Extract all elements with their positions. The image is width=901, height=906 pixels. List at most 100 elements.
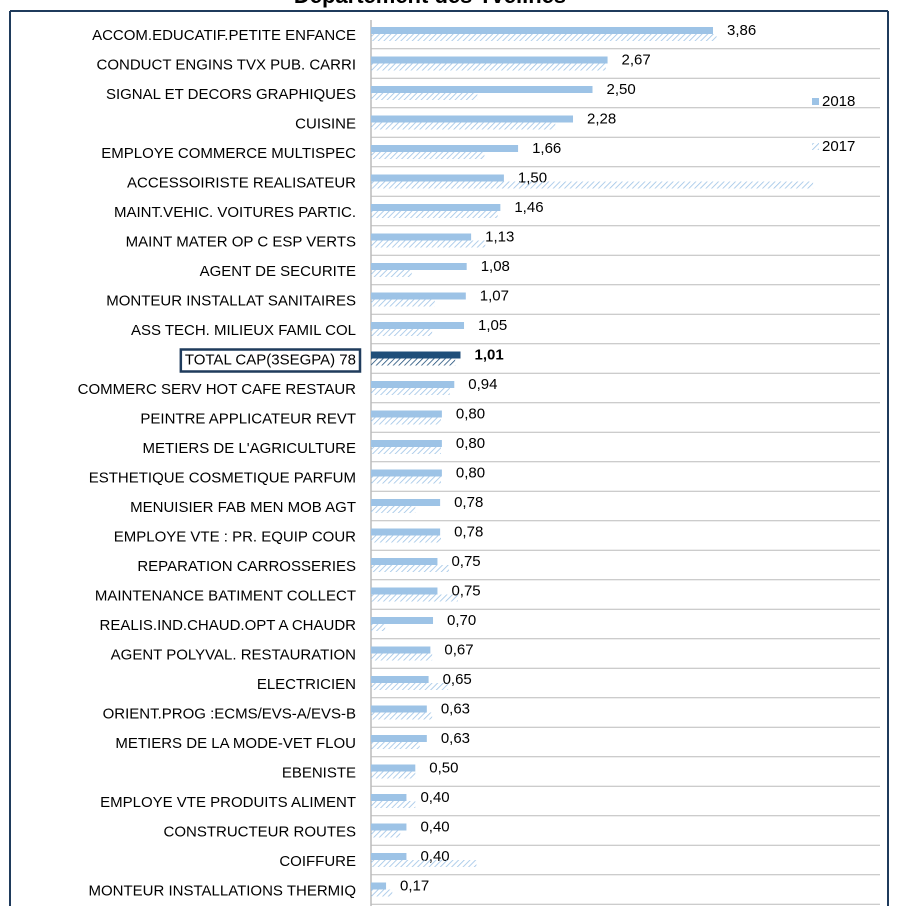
category-label: COIFFURE xyxy=(279,853,356,870)
category-label: MAINT.VEHIC. VOITURES PARTIC. xyxy=(114,204,356,221)
bar-2018 xyxy=(371,292,466,300)
value-label: 0,78 xyxy=(454,524,483,541)
bar-2018 xyxy=(371,764,416,772)
category-label: ORIENT.PROG :ECMS/EVS-A/EVS-B xyxy=(103,706,356,723)
bar-2017 xyxy=(371,742,420,749)
value-label: 1,01 xyxy=(474,347,503,364)
category-label: SIGNAL ET DECORS GRAPHIQUES xyxy=(106,86,356,103)
bar-2018 xyxy=(371,86,593,93)
bar-2018 xyxy=(371,646,431,654)
bar-2018 xyxy=(371,27,713,34)
category-label: MONTEUR INSTALLAT SANITAIRES xyxy=(106,293,356,310)
value-label: 0,65 xyxy=(443,671,472,688)
bar-2017 xyxy=(371,476,441,484)
bar-2017 xyxy=(371,181,814,189)
value-label: 1,05 xyxy=(478,317,507,334)
category-label: CONSTRUCTEUR ROUTES xyxy=(163,824,356,841)
bar-2017 xyxy=(371,506,416,513)
bar-2018 xyxy=(371,410,442,418)
bar-2017 xyxy=(371,329,433,336)
bar-2018 xyxy=(371,794,407,801)
category-label: EMPLOYE VTE : PR. EQUIP COUR xyxy=(114,529,356,546)
bar-2018 xyxy=(371,204,501,211)
value-label: 0,80 xyxy=(456,435,485,452)
bar-2017 xyxy=(371,860,477,867)
value-label: 0,63 xyxy=(441,701,470,718)
bar-2017 xyxy=(371,34,717,41)
value-label: 0,75 xyxy=(451,553,480,570)
value-label: 0,75 xyxy=(451,583,480,600)
legend-swatch xyxy=(812,98,819,105)
bar-2017 xyxy=(371,211,498,218)
category-label: EMPLOYE VTE PRODUITS ALIMENT xyxy=(100,794,356,811)
bar-2017 xyxy=(371,830,401,838)
category-label: EBENISTE xyxy=(282,765,356,782)
value-label: 3,86 xyxy=(727,22,756,39)
bar-2017 xyxy=(371,93,478,100)
value-label: 1,08 xyxy=(481,258,510,275)
bar-2018 xyxy=(371,676,429,683)
category-label: ACCOM.EDUCATIF.PETITE ENFANCE xyxy=(92,27,356,44)
bar-2018 xyxy=(371,853,407,860)
value-label: 1,07 xyxy=(480,288,509,305)
chart-title: Département des Yvelines xyxy=(294,0,566,8)
value-label: 2,50 xyxy=(607,81,636,98)
category-label: AGENT POLYVAL. RESTAURATION xyxy=(111,647,356,664)
bar-2018 xyxy=(371,528,441,536)
bar-2018 xyxy=(371,56,608,64)
value-label: 0,78 xyxy=(454,494,483,511)
category-label: MAINTENANCE BATIMENT COLLECT xyxy=(95,588,356,605)
bar-2017 xyxy=(371,535,441,543)
category-label: ACCESSOIRISTE REALISATEUR xyxy=(127,175,356,192)
bar-2018 xyxy=(371,381,455,388)
bar-2017 xyxy=(371,624,386,631)
bar-2017 xyxy=(371,712,433,720)
value-label: 0,63 xyxy=(441,730,470,747)
bar-2017 xyxy=(371,417,441,425)
bar-2018 xyxy=(371,351,461,359)
category-label: MONTEUR INSTALLATIONS THERMIQ xyxy=(88,883,356,900)
value-label: 0,40 xyxy=(420,819,449,836)
category-label: METIERS DE LA MODE-VET FLOU xyxy=(115,735,356,752)
highlight-box xyxy=(179,348,362,373)
bar-2018 xyxy=(371,617,434,624)
value-label: 0,80 xyxy=(456,465,485,482)
bar-2017 xyxy=(371,122,556,130)
category-label: REALIS.IND.CHAUD.OPT A CHAUDR xyxy=(100,617,357,634)
bar-2018 xyxy=(371,882,387,890)
bar-2017 xyxy=(371,63,606,71)
category-label: REPARATION CARROSSERIES xyxy=(137,558,356,575)
value-label: 0,80 xyxy=(456,406,485,423)
category-label: PEINTRE APPLICATEUR REVT xyxy=(140,411,356,428)
category-label: ESTHETIQUE COSMETIQUE PARFUM xyxy=(89,470,356,487)
bar-2017 xyxy=(371,447,441,454)
value-label: 2,67 xyxy=(622,52,651,69)
value-label: 0,40 xyxy=(420,789,449,806)
category-label: CONDUCT ENGINS TVX PUB. CARRI xyxy=(97,57,356,74)
legend-label: 2018 xyxy=(822,93,855,110)
value-label: 0,17 xyxy=(400,878,429,895)
bar-2017 xyxy=(371,388,450,395)
bar-2018 xyxy=(371,233,472,241)
legend-label: 2017 xyxy=(822,138,855,155)
bar-2018 xyxy=(371,322,465,329)
bar-2018 xyxy=(371,174,504,182)
category-label: TOTAL CAP(3SEGPA) 78 xyxy=(185,352,356,369)
bar-2018 xyxy=(371,115,574,123)
value-label: 0,67 xyxy=(444,642,473,659)
value-label: 0,50 xyxy=(429,760,458,777)
category-label: MAINT MATER OP C ESP VERTS xyxy=(126,234,356,251)
category-label: CUISINE xyxy=(295,116,356,133)
category-label: COMMERC SERV HOT CAFE RESTAUR xyxy=(78,381,357,398)
category-label: ASS TECH. MILIEUX FAMIL COL xyxy=(131,322,356,339)
category-label: EMPLOYE COMMERCE MULTISPEC xyxy=(101,145,356,162)
bar-2017 xyxy=(371,358,456,366)
bar-2017 xyxy=(371,152,485,159)
category-label: AGENT DE SECURITE xyxy=(200,263,356,280)
category-label: MENUISIER FAB MEN MOB AGT xyxy=(130,499,356,516)
value-label: 1,66 xyxy=(532,140,561,157)
legend-swatch xyxy=(812,143,819,150)
bar-2018 xyxy=(371,735,427,742)
value-label: 0,70 xyxy=(447,612,476,629)
